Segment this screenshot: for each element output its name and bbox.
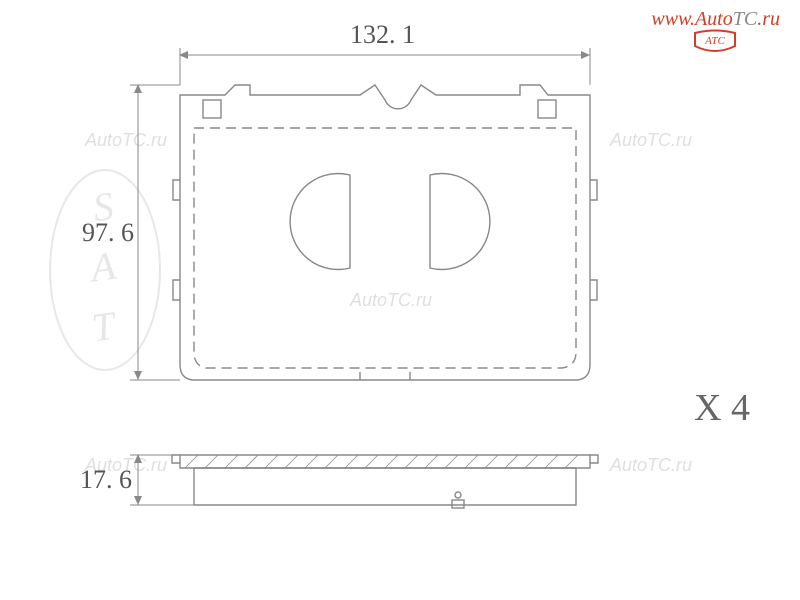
dim-width-label: 132. 1 [350, 20, 415, 50]
side-view [172, 455, 598, 508]
quantity-label: X 4 [694, 386, 750, 430]
front-view [173, 85, 597, 380]
dim-height-label: 97. 6 [82, 218, 134, 248]
dimension-lines [130, 48, 590, 505]
technical-drawing [0, 0, 800, 600]
dim-thickness-label: 17. 6 [80, 465, 132, 495]
